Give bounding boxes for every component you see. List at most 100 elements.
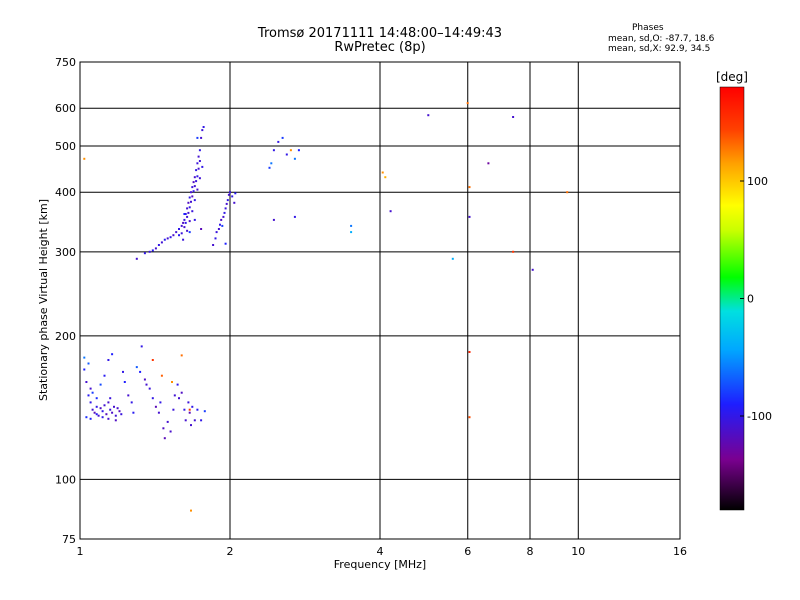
- data-point: [182, 221, 185, 224]
- data-point: [91, 391, 94, 394]
- data-point: [190, 424, 192, 427]
- data-point: [451, 257, 454, 260]
- x-tick-label: 16: [673, 545, 687, 558]
- y-axis-label: Stationary phase Virtual Height [km]: [37, 199, 50, 401]
- grid-lines: [79, 61, 681, 540]
- data-point: [268, 166, 271, 169]
- data-point: [200, 228, 203, 230]
- chart-subtitle: RwPretec (8p): [334, 40, 426, 55]
- data-point: [180, 224, 183, 227]
- data-point: [193, 176, 196, 179]
- colorbar-label: [deg]: [716, 70, 748, 84]
- colorbar-tick-label: 100: [747, 175, 768, 188]
- data-point: [143, 252, 146, 255]
- data-point: [183, 408, 186, 411]
- y-tick-label: 75: [62, 533, 76, 546]
- data-point: [197, 167, 200, 170]
- data-point: [231, 195, 234, 198]
- data-point: [270, 162, 273, 165]
- data-point: [114, 419, 117, 422]
- data-point: [184, 419, 187, 422]
- data-point: [221, 224, 224, 227]
- data-point: [350, 224, 353, 227]
- data-point: [487, 162, 490, 165]
- data-point: [103, 404, 106, 407]
- data-point: [196, 188, 199, 191]
- data-point: [140, 345, 143, 348]
- data-point: [105, 413, 108, 416]
- data-point: [192, 181, 195, 184]
- colorbar-ticks: 100 0 -100: [740, 175, 772, 423]
- data-point: [191, 405, 194, 408]
- phases-x-stats: mean, sd,X: 92.9, 34.5: [608, 44, 711, 54]
- data-point: [224, 242, 227, 245]
- data-point: [159, 401, 162, 404]
- y-tick-label: 400: [55, 186, 76, 199]
- data-point: [172, 408, 175, 411]
- data-point: [95, 413, 98, 416]
- data-point: [151, 249, 154, 252]
- data-point: [190, 191, 192, 194]
- data-point: [116, 407, 119, 410]
- data-point: [101, 416, 104, 419]
- data-point: [184, 221, 187, 224]
- data-point: [188, 206, 191, 209]
- data-point: [83, 368, 86, 371]
- data-point: [186, 215, 189, 218]
- data-point: [214, 237, 217, 240]
- data-point: [196, 408, 199, 411]
- x-tick-label: 2: [227, 545, 234, 558]
- data-point: [272, 149, 275, 152]
- data-point: [190, 200, 192, 203]
- y-tick-label: 200: [55, 330, 76, 343]
- data-point: [277, 140, 280, 143]
- data-point: [85, 381, 88, 383]
- data-point: [151, 359, 154, 361]
- data-point: [223, 211, 226, 214]
- data-point: [143, 378, 146, 381]
- data-point: [222, 215, 225, 218]
- data-point: [183, 226, 186, 229]
- data-point: [162, 427, 165, 430]
- data-point: [160, 374, 163, 377]
- data-point: [187, 201, 190, 204]
- colorbar-tick-label: 0: [747, 293, 754, 306]
- data-point: [350, 231, 353, 234]
- data-point: [83, 356, 86, 359]
- data-point: [389, 210, 392, 213]
- data-point: [120, 413, 123, 416]
- data-point: [200, 136, 203, 139]
- y-tick-label: 100: [55, 473, 76, 486]
- data-point: [229, 191, 231, 194]
- data-point: [225, 202, 228, 205]
- data-point: [289, 149, 292, 152]
- data-point: [154, 247, 157, 250]
- data-point: [85, 416, 88, 419]
- data-point: [531, 268, 534, 271]
- data-point: [89, 387, 92, 390]
- data-point: [95, 405, 98, 408]
- data-point: [188, 231, 191, 234]
- data-point: [169, 236, 172, 239]
- data-point: [163, 437, 166, 440]
- x-tick-label: 10: [571, 545, 585, 558]
- data-point: [196, 175, 199, 178]
- data-point: [193, 185, 196, 188]
- data-point: [217, 228, 220, 230]
- data-point: [193, 199, 196, 202]
- data-point: [227, 193, 230, 196]
- data-point: [226, 199, 229, 202]
- data-point: [293, 157, 296, 160]
- data-point: [196, 162, 199, 165]
- y-tick-labels: 75 100 200 300 400 500 600 750: [55, 56, 76, 546]
- data-point: [195, 169, 198, 172]
- y-tick-label: 500: [55, 140, 76, 153]
- data-point: [148, 250, 151, 253]
- data-point: [190, 509, 192, 512]
- data-point: [83, 157, 86, 160]
- data-point: [272, 218, 275, 221]
- data-point: [89, 401, 92, 404]
- data-point: [135, 257, 138, 260]
- data-point: [157, 244, 160, 246]
